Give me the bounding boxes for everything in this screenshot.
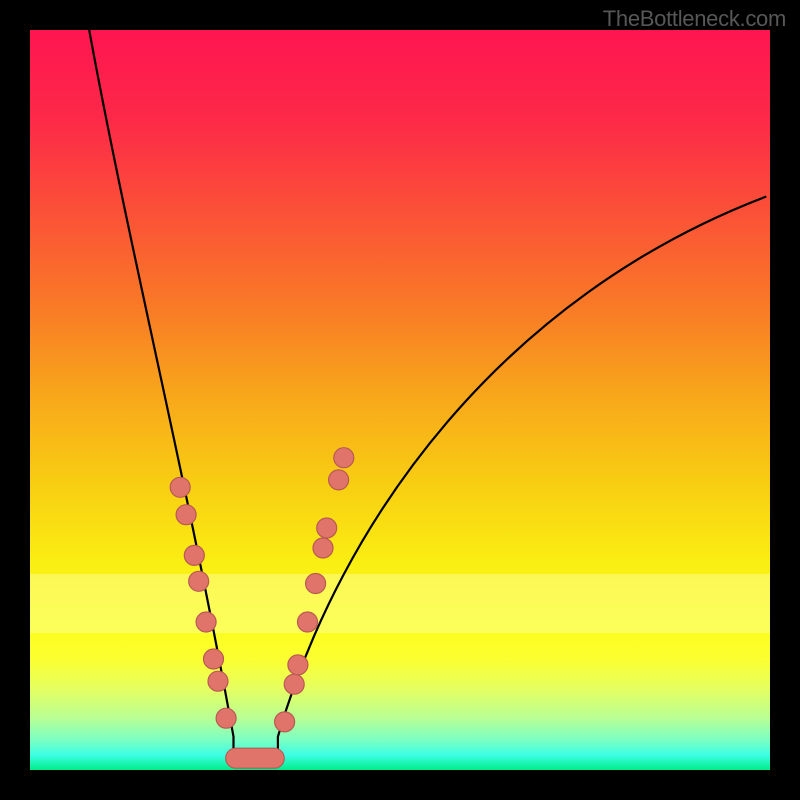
data-point xyxy=(329,470,349,490)
data-point xyxy=(298,612,318,632)
data-point xyxy=(184,545,204,565)
data-point xyxy=(284,674,304,694)
data-point xyxy=(196,612,216,632)
data-point xyxy=(208,671,228,691)
chart-svg xyxy=(30,30,770,770)
data-point xyxy=(306,574,326,594)
data-point xyxy=(288,655,308,675)
bottleneck-chart xyxy=(30,30,770,770)
data-point xyxy=(204,649,224,669)
gradient-background xyxy=(30,30,770,770)
bottom-pill-marker xyxy=(226,748,285,768)
data-point xyxy=(189,571,209,591)
data-point xyxy=(334,448,354,468)
data-point xyxy=(176,505,196,525)
data-point xyxy=(170,477,190,497)
data-point xyxy=(216,708,236,728)
data-point xyxy=(317,518,337,538)
data-point xyxy=(313,538,333,558)
watermark-text: TheBottleneck.com xyxy=(603,6,786,32)
pale-band xyxy=(30,574,770,633)
data-point xyxy=(275,712,295,732)
